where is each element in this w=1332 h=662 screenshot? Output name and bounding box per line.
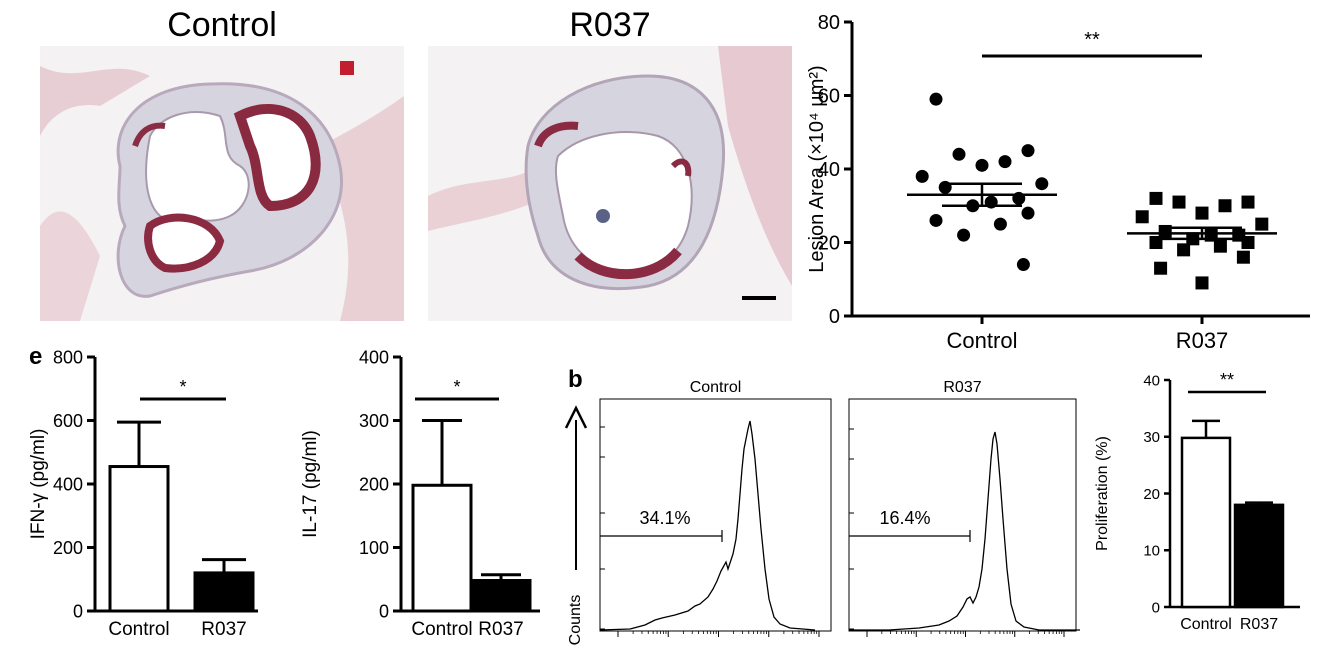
prolif-x-tick-label: R037 (1240, 616, 1278, 633)
lesion-point-control (975, 158, 989, 172)
counts-arrow-head (564, 405, 588, 429)
il17-x-tick-label: Control (411, 619, 472, 640)
lesion-point-r037 (1241, 236, 1255, 249)
il17-y-tick-label: 200 (359, 474, 389, 494)
lesion-significance-label: ** (1084, 29, 1100, 51)
lesion-point-control (993, 217, 1007, 231)
lesion-point-r037 (1177, 243, 1191, 257)
il17-y-tick-label: 0 (379, 601, 389, 621)
micrograph-title-r037: R037 (569, 6, 651, 44)
lesion-point-control (952, 147, 966, 161)
panel-label-b: b (568, 366, 583, 393)
hist-r037-gate-label: 16.4% (879, 508, 930, 528)
lesion-point-r037 (1135, 210, 1149, 224)
micrograph-r037 (428, 46, 792, 321)
ifng-y-tick-label: 0 (73, 601, 83, 621)
il17-bar-r037 (470, 579, 532, 613)
lesion-point-r037 (1195, 206, 1209, 220)
micrograph-r037-image (428, 46, 792, 321)
ifng-y-tick-label: 200 (53, 538, 83, 558)
lesion-point-control (1016, 258, 1030, 272)
il17-x-tick-label: R037 (478, 619, 523, 640)
prolif-x-tick-label: Control (1180, 616, 1232, 633)
ifng-x-tick-label: Control (108, 619, 169, 640)
lesion-x-tick-label: Control (947, 328, 1018, 353)
lesion-point-control (998, 155, 1012, 169)
prolif-y-axis-label: Proliferation (%) (1094, 436, 1111, 551)
lesion-point-r037 (1172, 195, 1186, 209)
lesion-y-tick-label: 0 (829, 306, 840, 328)
lesion-point-control (1021, 206, 1035, 220)
ifng-y-tick-label: 800 (53, 347, 83, 367)
lesion-y-tick-label: 20 (818, 233, 840, 255)
prolif-y-tick-label: 40 (1143, 372, 1160, 389)
lesion-point-control (929, 213, 943, 227)
hist-control-histogram-curve (599, 420, 816, 631)
lesion-point-control (957, 228, 971, 242)
ifng-y-tick-label: 600 (53, 411, 83, 431)
il17-y-axis-label: IL-17 (pg/ml) (300, 430, 321, 538)
ifng-y-axis-label: IFN-γ (pg/ml) (28, 429, 49, 540)
lesion-point-r037 (1236, 250, 1250, 264)
ifng-bar-control (108, 465, 170, 613)
ifng-significance-label: * (179, 377, 186, 397)
il17-y-tick-label: 100 (359, 538, 389, 558)
prolif-y-tick-label: 20 (1143, 486, 1160, 503)
lesion-point-control (915, 169, 929, 183)
micrograph-control (40, 46, 404, 321)
prolif-bar-control (1180, 436, 1232, 609)
prolif-y-tick-label: 0 (1152, 599, 1160, 616)
il17-y-tick-label: 400 (359, 347, 389, 367)
lesion-y-tick-label: 80 (818, 12, 840, 34)
lesion-point-control (929, 92, 943, 106)
il17-bar-control (411, 483, 473, 613)
lesion-y-tick-label: 40 (818, 159, 840, 181)
hist-control-frame (599, 398, 832, 632)
hist-control-gate-label: 34.1% (639, 508, 690, 528)
lesion-point-control (1035, 177, 1049, 191)
lesion-point-r037 (1255, 217, 1269, 231)
lesion-y-tick-label: 60 (818, 86, 840, 108)
lesion-point-r037 (1195, 276, 1209, 290)
il17-significance-label: * (453, 377, 460, 397)
lesion-x-tick-label: R037 (1176, 328, 1229, 353)
lesion-point-r037 (1213, 239, 1227, 253)
hist-r037-histogram-curve (849, 431, 1080, 631)
prolif-bar-r037 (1233, 503, 1285, 609)
micrograph-control-image (40, 46, 404, 321)
ifng-x-tick-label: R037 (201, 619, 246, 640)
il17-y-tick-label: 300 (359, 411, 389, 431)
ifng-y-tick-label: 400 (53, 474, 83, 494)
lesion-point-r037 (1149, 191, 1163, 205)
hist-r037-frame (848, 398, 1077, 632)
lesion-point-r037 (1241, 195, 1255, 209)
lesion-point-r037 (1218, 199, 1232, 213)
lesion-point-control (1021, 144, 1035, 158)
ifng-bar-r037 (193, 571, 255, 613)
lesion-y-axis-label: Lesion Area (×10⁴ µm²) (806, 65, 828, 272)
panel-label-e: e (29, 343, 43, 370)
hist-control-title: Control (690, 379, 742, 396)
lesion-point-r037 (1149, 236, 1163, 249)
micrograph-title-control: Control (167, 6, 277, 44)
prolif-significance-label: ** (1220, 370, 1234, 390)
counts-axis-label: Counts (567, 595, 584, 646)
hist-r037-title: R037 (943, 379, 981, 396)
lesion-point-r037 (1154, 261, 1168, 275)
prolif-y-tick-label: 30 (1143, 429, 1160, 446)
prolif-y-tick-label: 10 (1143, 543, 1160, 560)
